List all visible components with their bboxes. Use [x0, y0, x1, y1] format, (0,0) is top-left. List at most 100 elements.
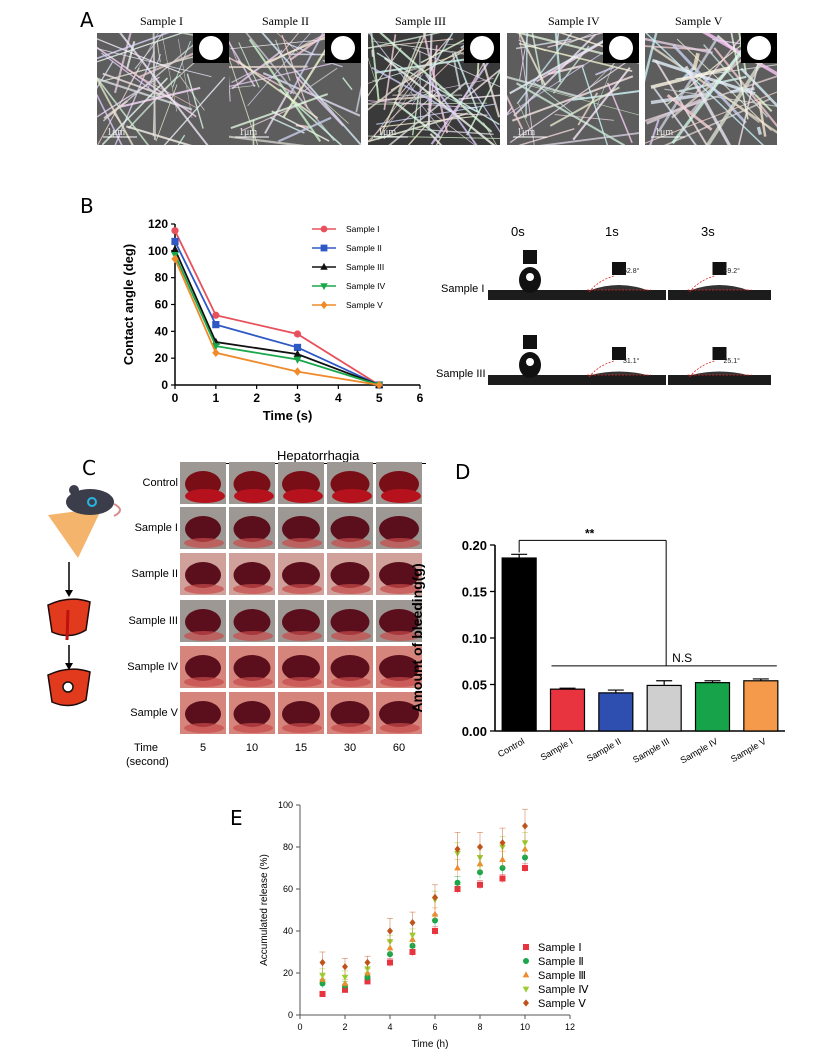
bar [694, 682, 731, 732]
liver-photo [278, 692, 324, 734]
liver-svg [229, 553, 275, 595]
liver-photo [327, 692, 373, 734]
panel-label-e: E [230, 806, 243, 830]
row-label: Sample III [128, 615, 178, 627]
schematic-svg [47, 485, 121, 707]
y-tick-label: 0.15 [462, 585, 487, 600]
liver-svg [229, 507, 275, 549]
data-point [293, 356, 302, 364]
blood-stain [380, 584, 420, 594]
y-tick-label: 0.10 [462, 631, 487, 646]
arrow-head-icon [65, 663, 73, 670]
liver-photo [180, 692, 226, 734]
legend-label: Sample V [346, 300, 383, 310]
blood-stain [282, 723, 322, 733]
data-point [364, 966, 371, 973]
release-scatter-chart: 0 20 40 60 80 100 0 2 4 6 8 10 12 Time (h) Accumulated… [259, 800, 589, 1050]
data-point [319, 958, 326, 967]
row-label: Control [142, 477, 178, 489]
blood-stain [233, 677, 273, 687]
data-point [499, 839, 506, 847]
x-axis-label: Time (h) [412, 1039, 449, 1050]
needle [712, 347, 727, 360]
legend-label: Sample Ⅰ [538, 942, 582, 954]
data-point [477, 869, 483, 876]
series-line [174, 258, 380, 386]
angle-label: 49.2° [724, 267, 741, 275]
data-point [319, 972, 326, 979]
liver-svg [327, 646, 373, 688]
mouse-tail [113, 503, 121, 517]
liver-photo [376, 646, 422, 688]
x-tick-label: 2 [342, 1022, 347, 1032]
significance-label: ** [585, 526, 595, 540]
droplet-svg: 49.2° [668, 262, 771, 300]
data-point [171, 254, 179, 264]
y-tick-label: 80 [283, 842, 293, 852]
droplet-svg: 52.8° [572, 262, 666, 300]
sem-image: 1μm [507, 33, 639, 145]
legend-label: Sample Ⅲ [538, 970, 586, 982]
sem-fibers [645, 33, 777, 145]
blood-stain [380, 631, 420, 641]
liver-photo [180, 553, 226, 595]
data-point [341, 974, 349, 981]
blood-stain [331, 723, 371, 733]
sem-image: 1μm [229, 33, 361, 145]
data-point [212, 321, 220, 329]
liver-photo [327, 600, 373, 642]
data-point [293, 349, 302, 358]
liver-svg [327, 462, 373, 504]
y-axis-label: Accumulated release (%) [259, 854, 270, 966]
blood-stain [331, 631, 371, 641]
angle-label: 31.1° [623, 357, 640, 365]
legend-marker [320, 244, 328, 252]
sem-fibers [368, 33, 500, 145]
liver-svg [376, 646, 422, 688]
liver-photo [327, 553, 373, 595]
scale-bar-label: 1μm [107, 127, 126, 138]
legend-label: Sample I [346, 224, 380, 234]
blood-stain [282, 631, 322, 641]
liver-svg [180, 553, 226, 595]
droplet-row-label: Sample I [441, 283, 485, 295]
blood-stain [380, 723, 420, 733]
droplet-highlight [526, 273, 534, 281]
data-point [364, 978, 371, 985]
x-tick-label: Sample I [539, 736, 575, 762]
liver-svg [229, 600, 275, 642]
liver-photo [278, 462, 324, 504]
panel-label-d: D [455, 460, 471, 484]
y-tick-label: 0.05 [462, 678, 487, 693]
y-tick-label: 0 [288, 1010, 293, 1020]
data-point [454, 864, 461, 871]
x-tick-label: 0 [297, 1022, 302, 1032]
legend-label: Sample Ⅱ [538, 956, 584, 968]
data-point [211, 343, 220, 351]
y-tick-label: 80 [155, 271, 169, 285]
time-label: 1s [605, 224, 619, 239]
liver-svg [327, 600, 373, 642]
substrate [668, 290, 771, 300]
liver-photo [278, 600, 324, 642]
legend-marker [522, 986, 530, 993]
blood-stain [184, 584, 224, 594]
data-point [454, 879, 461, 886]
data-point [342, 963, 348, 971]
series-line [174, 254, 380, 386]
sem-label: Sample II [262, 14, 309, 28]
liver [379, 655, 419, 681]
x-tick-label: Sample III [631, 736, 671, 765]
bar [549, 688, 586, 732]
legend-label: Sample Ⅴ [538, 998, 586, 1010]
droplet-inset [609, 36, 633, 60]
blood-drip [65, 609, 70, 641]
liver [330, 609, 370, 635]
x-tick-label: 2 [253, 391, 260, 405]
sem-fibers [507, 33, 639, 145]
data-point [409, 919, 416, 927]
liver-svg [278, 600, 324, 642]
data-point [499, 875, 506, 882]
droplet-svg: 31.1° [572, 347, 666, 385]
x-tick-label: 1 [212, 391, 219, 405]
